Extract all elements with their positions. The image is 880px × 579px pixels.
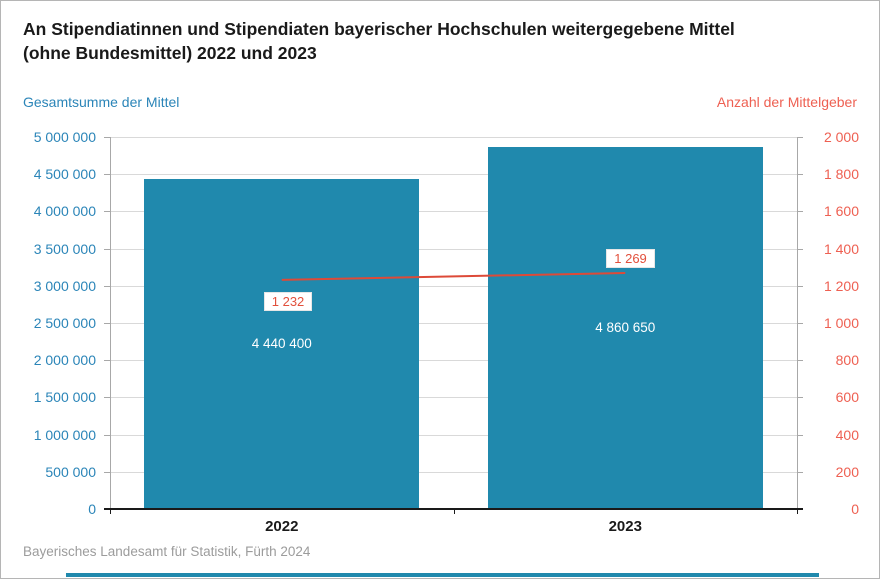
line-path [281,271,626,281]
left-axis-tick-label: 1 500 000 [33,389,96,406]
gridline [110,323,797,324]
right-tick [797,434,803,436]
right-axis-tick-label: 600 [835,389,859,406]
right-tick [797,471,803,473]
left-axis-tick-label: 4 000 000 [33,203,96,220]
left-tick [104,434,110,436]
left-tick [104,137,110,138]
left-axis-tick-label: 3 000 000 [33,277,96,294]
bar-2022 [144,178,420,509]
gridline [110,137,797,138]
right-axis-tick-label: 1 600 [823,203,859,220]
line-series [281,271,626,281]
right-tick [797,248,803,250]
gridline [110,434,797,436]
line-value-label: 1 269 [606,248,655,268]
left-tick [104,211,110,213]
bar-2023 [487,147,763,509]
right-axis-tick-label: 400 [835,426,859,443]
bar-value-label: 4 860 650 [595,320,656,336]
line-value-label: 1 232 [263,291,313,311]
right-axis-tick-label: 2 000 [823,129,859,145]
right-axis-tick-label: 800 [835,352,859,369]
right-axis-tick-label: 1 000 [823,315,859,331]
left-axis-tick-label: 3 500 000 [33,240,96,257]
left-axis-tick-label: 4 500 000 [33,166,96,183]
x-axis-label: 2022 [265,518,299,535]
x-axis-tick [453,510,455,514]
bar-value-label: 4 440 400 [251,335,312,351]
left-axis-tick-label: 5 000 000 [33,129,96,145]
gridline [110,471,797,473]
right-axis-tick-label: 1 800 [823,166,859,183]
left-axis-tick-label: 1 000 000 [33,426,96,443]
chart-title-line2: (ohne Bundesmittel) 2022 und 2023 [23,43,317,64]
gridline [110,211,797,213]
right-axis-tick-label: 0 [851,501,859,517]
left-axis-legend: Gesamtsumme der Mittel [23,94,180,110]
right-tick [797,211,803,213]
gridline [110,360,797,362]
gridline [110,397,797,399]
x-axis-tick [797,510,798,514]
left-axis-tick-label: 500 000 [45,463,96,480]
x-axis-label: 2023 [608,518,642,535]
gridline [110,174,797,176]
left-tick [104,397,110,399]
left-tick [104,360,110,362]
left-tick [104,471,110,473]
right-tick [797,174,803,176]
right-tick [797,360,803,362]
right-axis-legend: Anzahl der Mittelgeber [716,94,857,110]
left-tick [104,323,110,324]
chart-title-line1: An Stipendiatinnen und Stipendiaten baye… [23,19,735,39]
bottom-accent-bar [66,573,819,577]
x-axis-tick [110,510,111,514]
left-tick [104,248,110,250]
right-axis-tick-label: 1 400 [823,240,859,257]
left-tick [104,285,110,287]
gridline [110,248,797,250]
left-axis-tick-label: 0 [88,501,96,517]
right-tick [797,137,803,138]
plot-right-border [797,137,798,509]
right-axis-tick-label: 1 200 [823,277,859,294]
right-axis-tick-label: 200 [835,463,859,480]
right-tick [797,323,803,324]
source-note: Bayerisches Landesamt für Statistik, Für… [23,544,311,559]
gridline [110,285,797,287]
left-axis-tick-label: 2 000 000 [33,352,96,369]
left-tick [104,174,110,176]
right-tick [797,397,803,399]
x-axis-line [104,508,803,510]
plot-left-border [110,137,111,509]
left-axis-tick-label: 2 500 000 [33,315,96,331]
right-tick [797,285,803,287]
chart-title: An Stipendiatinnen und Stipendiaten baye… [23,17,853,65]
